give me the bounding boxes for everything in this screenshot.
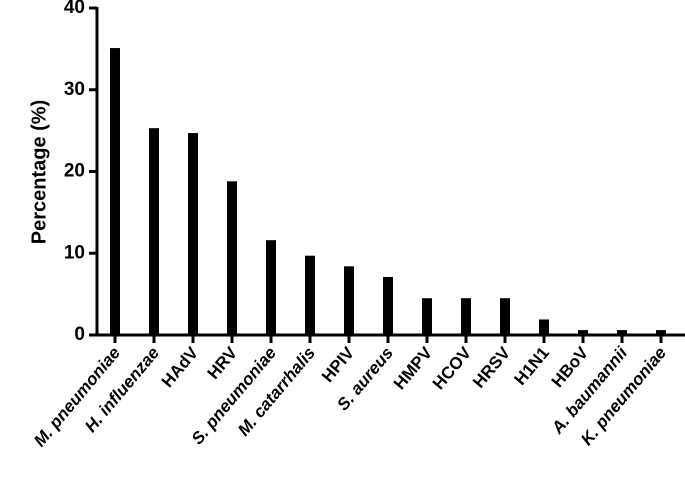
- bar: [188, 133, 198, 335]
- bar: [656, 330, 666, 335]
- bar: [539, 319, 549, 335]
- y-tick-label: 20: [64, 161, 85, 182]
- x-tick-label: HAdV: [158, 343, 203, 391]
- bar: [266, 240, 276, 335]
- bar: [617, 330, 627, 335]
- bar: [461, 298, 471, 335]
- bar: [422, 298, 432, 335]
- bar: [578, 330, 588, 335]
- x-tick-label: H1N1: [511, 343, 553, 389]
- x-tick-label: HMPV: [390, 343, 437, 393]
- bar: [110, 48, 120, 336]
- bar: [305, 255, 315, 335]
- x-tick-label: HRSV: [469, 343, 514, 392]
- x-tick-label: HRV: [204, 343, 242, 383]
- bar: [149, 128, 159, 335]
- y-tick-label: 10: [64, 242, 85, 263]
- bar: [227, 181, 237, 335]
- bar: [344, 266, 354, 335]
- bar: [383, 276, 393, 335]
- y-axis-label: Percentage (%): [28, 100, 50, 245]
- y-tick-label: 30: [64, 79, 85, 100]
- bar: [500, 298, 510, 335]
- y-tick-label: 0: [74, 324, 85, 345]
- x-tick-label: HCOV: [429, 343, 476, 393]
- y-tick-label: 40: [64, 0, 85, 18]
